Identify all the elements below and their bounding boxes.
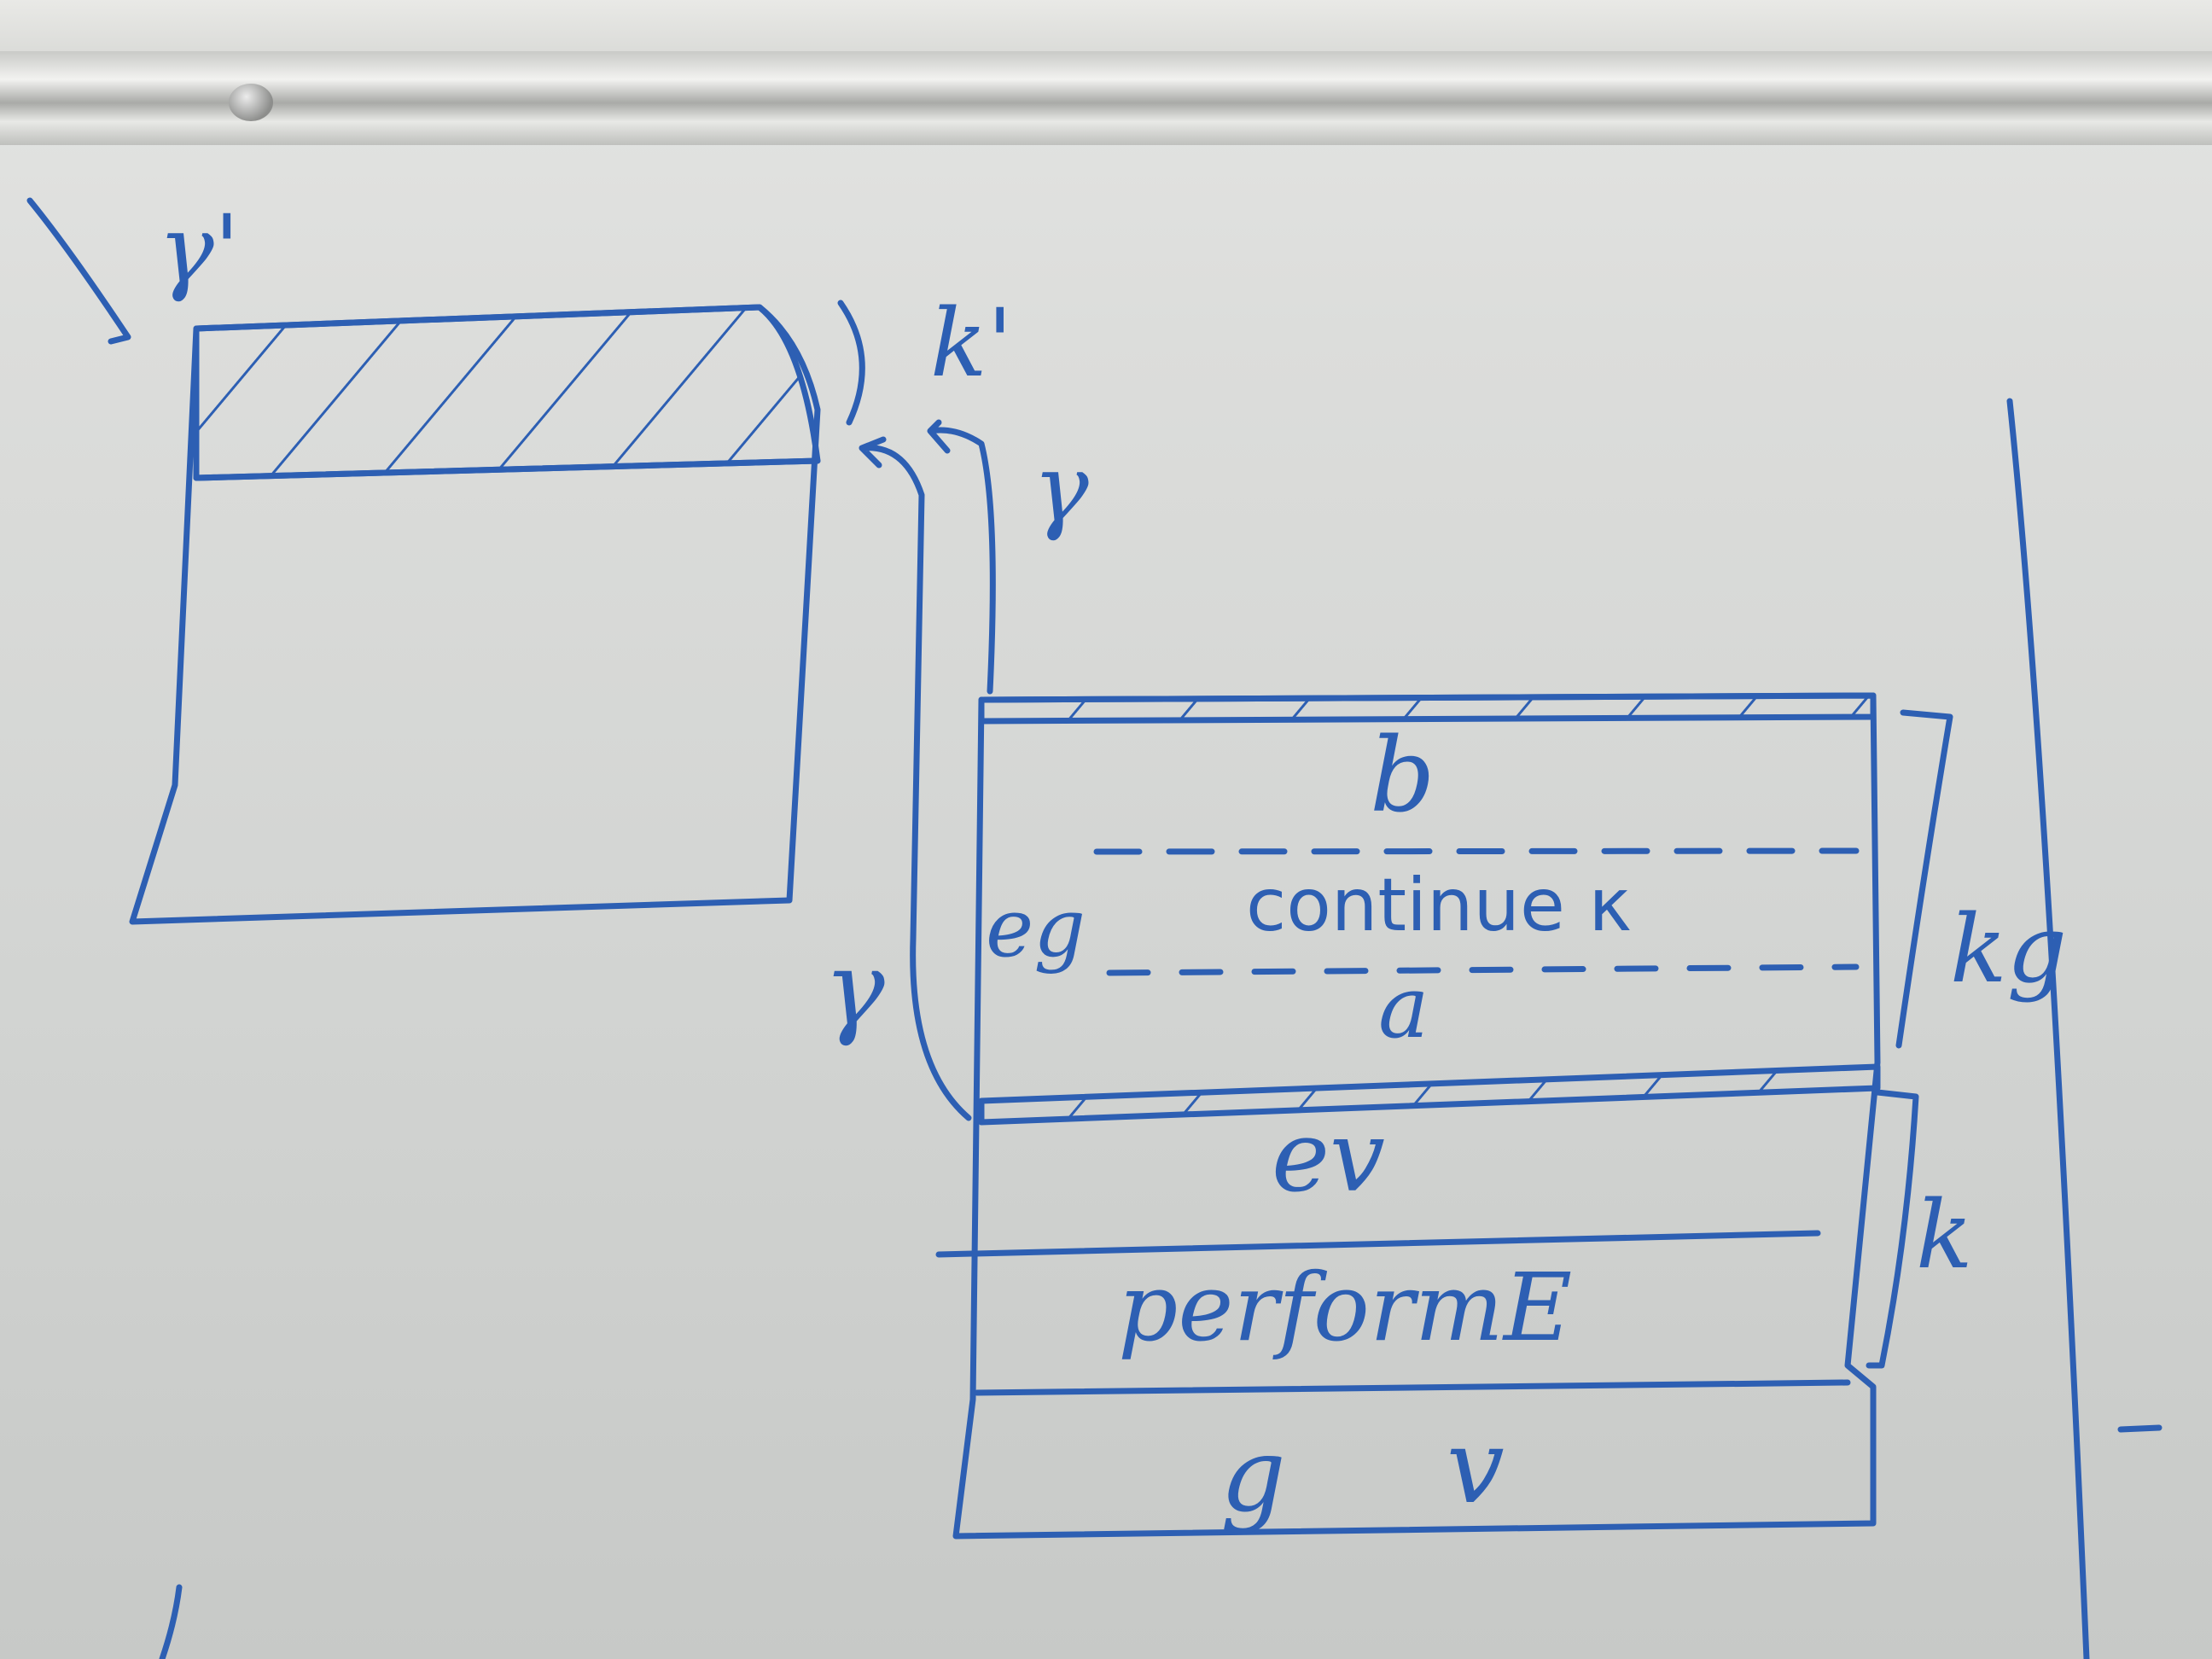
left-box-hatched-band <box>193 304 821 481</box>
magnet <box>229 84 273 121</box>
label-kg: kg <box>1950 894 2067 1004</box>
label-a: a <box>1378 958 1429 1057</box>
dashed-line-2 <box>1106 963 1860 976</box>
label-k-prime: k' <box>930 288 1013 398</box>
label-gamma-top: γ <box>1033 434 1089 543</box>
gamma-prime-pointer <box>26 197 131 345</box>
gamma-arrow-outer <box>927 419 996 695</box>
dashed-line-1 <box>1093 847 1860 855</box>
gamma-arrow-inner <box>859 436 972 1121</box>
label-b: b <box>1370 717 1435 835</box>
label-v: v <box>1447 1408 1505 1527</box>
middle-strip <box>978 1063 1881 1126</box>
edge-line <box>2006 398 2090 1659</box>
label-eg: eg <box>986 882 1086 975</box>
kg-bracket <box>1895 709 1953 1049</box>
label-gamma-left: γ <box>824 930 885 1049</box>
label-g: g <box>1220 1417 1286 1535</box>
label-k: k <box>1916 1180 1973 1289</box>
k-prime-bracket <box>837 300 865 426</box>
k-bracket <box>1866 1089 1919 1369</box>
top-strip <box>978 692 1877 725</box>
label-performE: performE <box>1118 1253 1572 1362</box>
label-ev: ev <box>1272 1100 1385 1214</box>
label-continue-k: continue κ <box>1246 863 1632 948</box>
right-stack <box>952 692 1881 1540</box>
wall <box>0 0 2212 60</box>
whiteboard-frame <box>0 51 2212 145</box>
label-gamma-prime: γ' <box>158 195 240 304</box>
